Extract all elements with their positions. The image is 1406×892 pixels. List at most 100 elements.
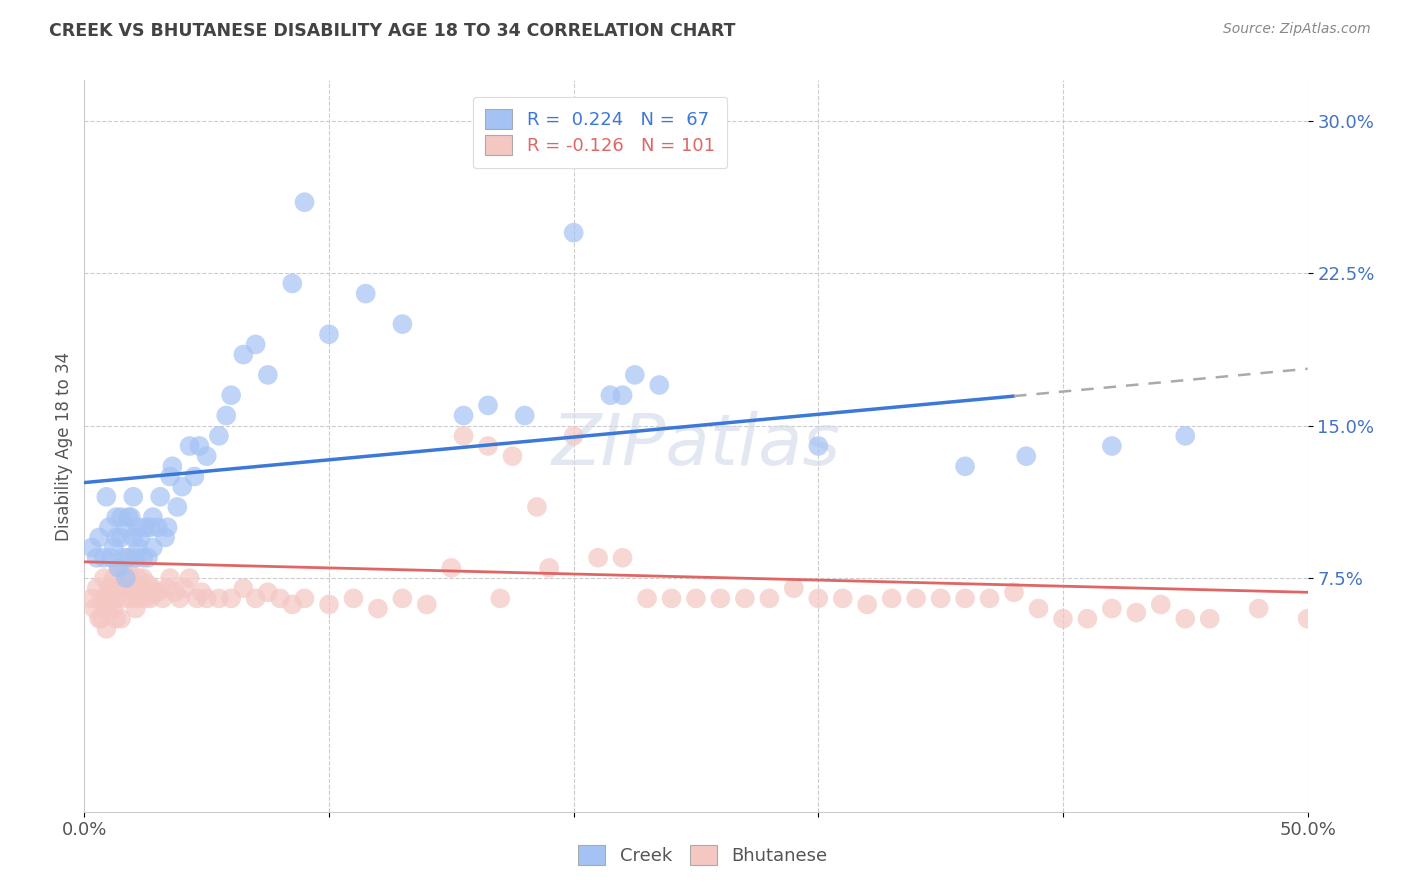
Point [93, 571, 115, 585]
Point [477, 398, 499, 412]
Point [172, 480, 194, 494]
Point [191, 585, 214, 599]
Point [880, 591, 903, 606]
Point [86, 550, 108, 565]
Point [538, 561, 561, 575]
Point [979, 591, 1001, 606]
Point [142, 581, 165, 595]
Point [163, 585, 186, 599]
Point [195, 591, 218, 606]
Point [612, 388, 634, 402]
Point [100, 581, 122, 595]
Point [477, 439, 499, 453]
Point [96, 622, 118, 636]
Point [219, 591, 242, 606]
Point [90, 591, 112, 606]
Point [281, 277, 304, 291]
Point [117, 510, 139, 524]
Point [142, 510, 165, 524]
Point [162, 459, 184, 474]
Point [143, 585, 166, 599]
Point [245, 591, 267, 606]
Point [1101, 601, 1123, 615]
Point [1247, 601, 1270, 615]
Point [354, 286, 377, 301]
Point [599, 388, 621, 402]
Point [156, 520, 179, 534]
Point [115, 571, 138, 585]
Point [709, 591, 731, 606]
Point [215, 409, 238, 423]
Point [112, 591, 135, 606]
Point [142, 541, 165, 555]
Point [179, 439, 201, 453]
Point [1101, 439, 1123, 453]
Point [146, 520, 169, 534]
Point [103, 571, 125, 585]
Point [103, 541, 125, 555]
Point [391, 317, 413, 331]
Point [953, 591, 976, 606]
Point [661, 591, 683, 606]
Point [127, 541, 149, 555]
Point [122, 490, 145, 504]
Point [105, 612, 128, 626]
Point [115, 581, 138, 595]
Point [257, 585, 280, 599]
Point [1125, 606, 1147, 620]
Point [734, 591, 756, 606]
Point [90, 612, 112, 626]
Point [87, 612, 110, 626]
Point [120, 510, 142, 524]
Point [159, 469, 181, 483]
Legend: Creek, Bhutanese: Creek, Bhutanese [569, 836, 837, 874]
Point [294, 195, 316, 210]
Text: ZIPatlas: ZIPatlas [551, 411, 841, 481]
Point [807, 591, 830, 606]
Point [105, 510, 128, 524]
Point [103, 601, 125, 615]
Point [489, 591, 512, 606]
Point [232, 348, 254, 362]
Point [173, 581, 195, 595]
Point [83, 601, 105, 615]
Point [80, 591, 103, 606]
Point [195, 449, 218, 463]
Point [129, 530, 152, 544]
Point [146, 585, 169, 599]
Point [269, 591, 291, 606]
Point [125, 550, 148, 565]
Point [219, 388, 242, 402]
Point [179, 571, 201, 585]
Point [122, 581, 145, 595]
Point [953, 459, 976, 474]
Point [156, 581, 179, 595]
Point [183, 469, 205, 483]
Point [87, 530, 110, 544]
Point [112, 561, 135, 575]
Point [1002, 585, 1025, 599]
Point [80, 541, 103, 555]
Point [107, 561, 129, 575]
Point [139, 591, 162, 606]
Point [117, 550, 139, 565]
Point [97, 520, 120, 534]
Point [127, 591, 149, 606]
Point [758, 591, 780, 606]
Point [86, 581, 108, 595]
Point [391, 591, 413, 606]
Point [120, 591, 142, 606]
Point [127, 571, 149, 585]
Point [112, 550, 135, 565]
Point [586, 550, 609, 565]
Point [105, 591, 128, 606]
Point [166, 500, 188, 514]
Point [117, 550, 139, 565]
Point [1296, 612, 1319, 626]
Point [1076, 612, 1098, 626]
Point [648, 378, 671, 392]
Point [208, 429, 231, 443]
Point [562, 226, 585, 240]
Point [135, 520, 157, 534]
Point [135, 585, 157, 599]
